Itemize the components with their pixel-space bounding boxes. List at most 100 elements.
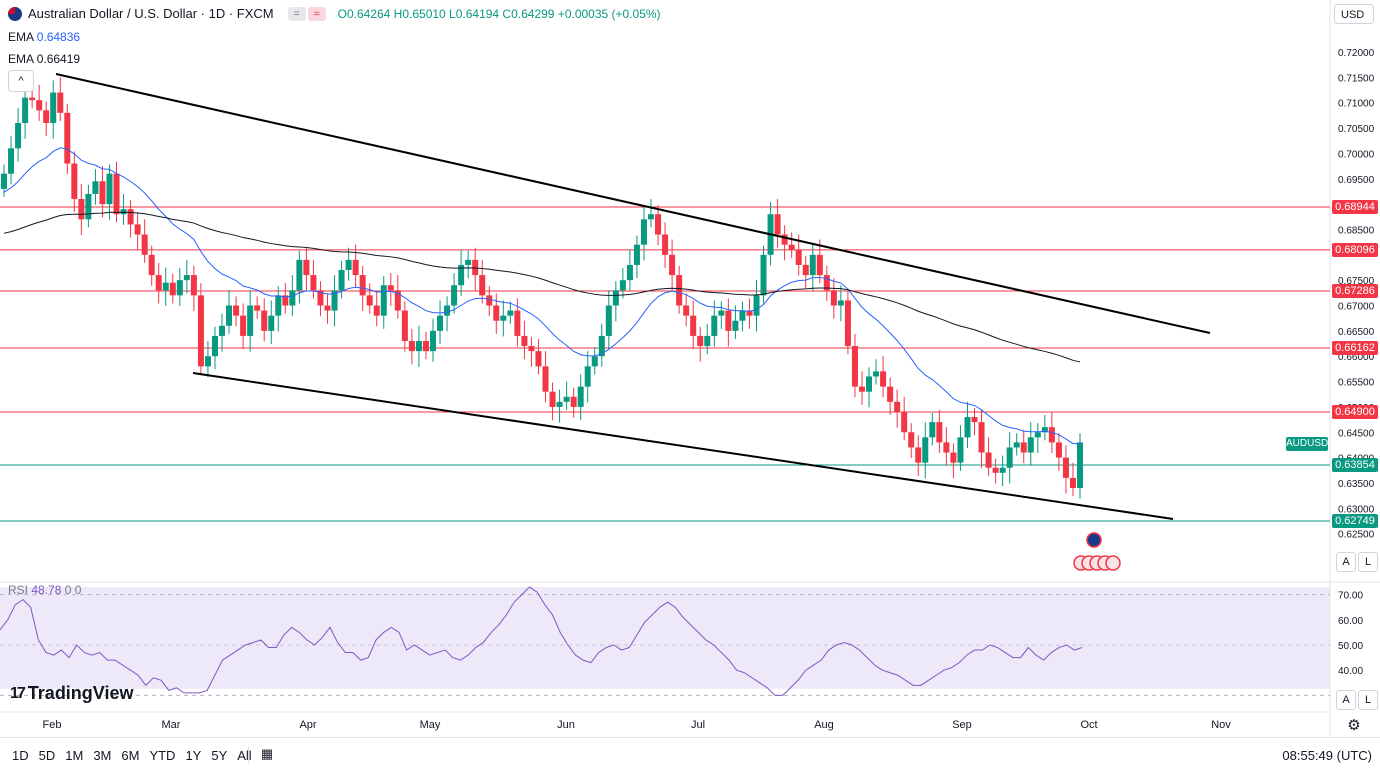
candle-body xyxy=(373,305,380,316)
range-1m[interactable]: 1M xyxy=(65,748,84,763)
candle-body xyxy=(486,295,493,306)
candle-body xyxy=(197,295,204,367)
utc-clock[interactable]: 08:55:49 (UTC) xyxy=(1282,748,1372,763)
candle-body xyxy=(950,452,957,463)
ema-fast-line xyxy=(3,147,1081,445)
candle-body xyxy=(465,259,472,265)
candle-body xyxy=(78,199,85,220)
candle-body xyxy=(22,97,29,123)
rsi-tick-label: 60.00 xyxy=(1338,616,1363,627)
candle-body xyxy=(830,290,837,306)
price-tick-label: 0.63000 xyxy=(1338,504,1375,515)
candle-body xyxy=(422,340,429,352)
ema-slow-label: EMA xyxy=(8,52,34,66)
range-1y[interactable]: 1Y xyxy=(185,748,202,763)
candle-body xyxy=(626,264,633,281)
candle-body xyxy=(352,259,359,276)
candle-body xyxy=(183,275,190,281)
candle-body xyxy=(408,340,415,352)
candle-body xyxy=(141,234,148,255)
candle-body xyxy=(1034,432,1041,438)
rsi-log-scale-button[interactable]: L xyxy=(1358,690,1378,710)
candle-body xyxy=(788,244,795,250)
candle-body xyxy=(134,224,141,235)
candle-body xyxy=(1055,442,1062,458)
range-1d[interactable]: 1D xyxy=(12,748,29,763)
mode-b-button[interactable]: ≈ xyxy=(307,6,326,21)
candle-body xyxy=(887,386,894,402)
candle-body xyxy=(176,280,183,296)
ema-slow-value: 0.66419 xyxy=(36,52,81,66)
range-5y[interactable]: 5Y xyxy=(211,748,228,763)
candle-body xyxy=(591,356,598,367)
candle-body xyxy=(943,442,950,453)
candle-body xyxy=(106,173,113,205)
price-tick-label: 0.71000 xyxy=(1338,99,1375,110)
candle-body xyxy=(415,340,422,352)
log-scale-button[interactable]: L xyxy=(1358,552,1378,572)
rsi-legend[interactable]: RSI 48.78 0 0 xyxy=(8,583,81,597)
level-price-label: 0.68096 xyxy=(1332,242,1378,257)
ema-slow-legend[interactable]: EMA 0.66419 xyxy=(8,52,80,66)
candle-body xyxy=(823,275,830,291)
candle-body xyxy=(204,356,211,367)
candle-body xyxy=(549,391,556,407)
range-ytd[interactable]: YTD xyxy=(149,748,176,763)
candle-body xyxy=(514,310,521,336)
candle-body xyxy=(1006,447,1013,468)
tradingview-logo[interactable]: 17 TradingView xyxy=(10,683,134,704)
ema-fast-legend[interactable]: EMA 0.64836 xyxy=(8,30,80,44)
symbol-title[interactable]: Australian Dollar / U.S. Dollar · 1D · F… xyxy=(28,6,274,21)
candle-body xyxy=(1041,427,1048,433)
symbol-badge: AUDUSD xyxy=(1286,437,1329,451)
range-5d[interactable]: 5D xyxy=(38,748,56,763)
channel-lower-trendline xyxy=(192,372,1174,520)
rsi-auto-scale-button[interactable]: A xyxy=(1336,690,1356,710)
range-selector: 1D 5D 1M 3M 6M YTD 1Y 5Y All xyxy=(12,748,252,763)
candle-body xyxy=(985,452,992,468)
range-3m[interactable]: 3M xyxy=(93,748,112,763)
candle-body xyxy=(429,330,436,352)
candle-body xyxy=(169,282,176,296)
candle-body xyxy=(1,173,7,189)
price-tick-label: 0.65500 xyxy=(1338,378,1375,389)
mode-a-button[interactable]: = xyxy=(287,6,306,21)
range-6m[interactable]: 6M xyxy=(121,748,140,763)
time-tick-label: Aug xyxy=(814,719,834,731)
candle-body xyxy=(479,275,486,296)
calendar-icon[interactable]: ▦ xyxy=(260,746,274,761)
candle-body xyxy=(247,305,254,336)
candle-body xyxy=(451,285,458,306)
mode-toggle[interactable]: = ≈ xyxy=(287,6,326,21)
auto-scale-button[interactable]: A xyxy=(1336,552,1356,572)
collapse-legend-button[interactable]: ^ xyxy=(8,70,34,92)
candle-body xyxy=(507,310,514,316)
candle-body xyxy=(535,351,542,367)
candle-body xyxy=(683,305,690,316)
currency-select[interactable]: USD xyxy=(1334,4,1374,24)
candle-body xyxy=(127,209,134,225)
candle-body xyxy=(655,214,662,235)
candle-body xyxy=(1062,457,1069,478)
settings-gear-icon[interactable]: ⚙ xyxy=(1347,717,1361,734)
candle-body xyxy=(254,305,261,311)
candle-body xyxy=(739,310,746,321)
time-tick-label: Feb xyxy=(43,719,62,731)
candle-body xyxy=(1048,427,1055,443)
rsi-value: 48.78 xyxy=(31,583,62,597)
candle-body xyxy=(162,282,169,291)
aud-usd-flag-icon xyxy=(8,6,22,21)
time-tick-label: Jul xyxy=(691,719,705,731)
candle-body xyxy=(563,396,570,402)
candle-body xyxy=(971,417,978,423)
price-tick-label: 0.66500 xyxy=(1338,327,1375,338)
candle-body xyxy=(500,315,507,321)
price-chart[interactable]: 0.72000 0.71500 0.71000 0.70500 0.70000 0.695… xyxy=(0,0,1380,736)
rsi-tick-label: 70.00 xyxy=(1338,591,1363,602)
candle-body xyxy=(936,422,943,443)
candle-body xyxy=(753,295,760,316)
candle-body xyxy=(211,335,218,357)
candle-body xyxy=(915,447,922,463)
range-all[interactable]: All xyxy=(237,748,252,763)
candle-body xyxy=(669,254,676,276)
